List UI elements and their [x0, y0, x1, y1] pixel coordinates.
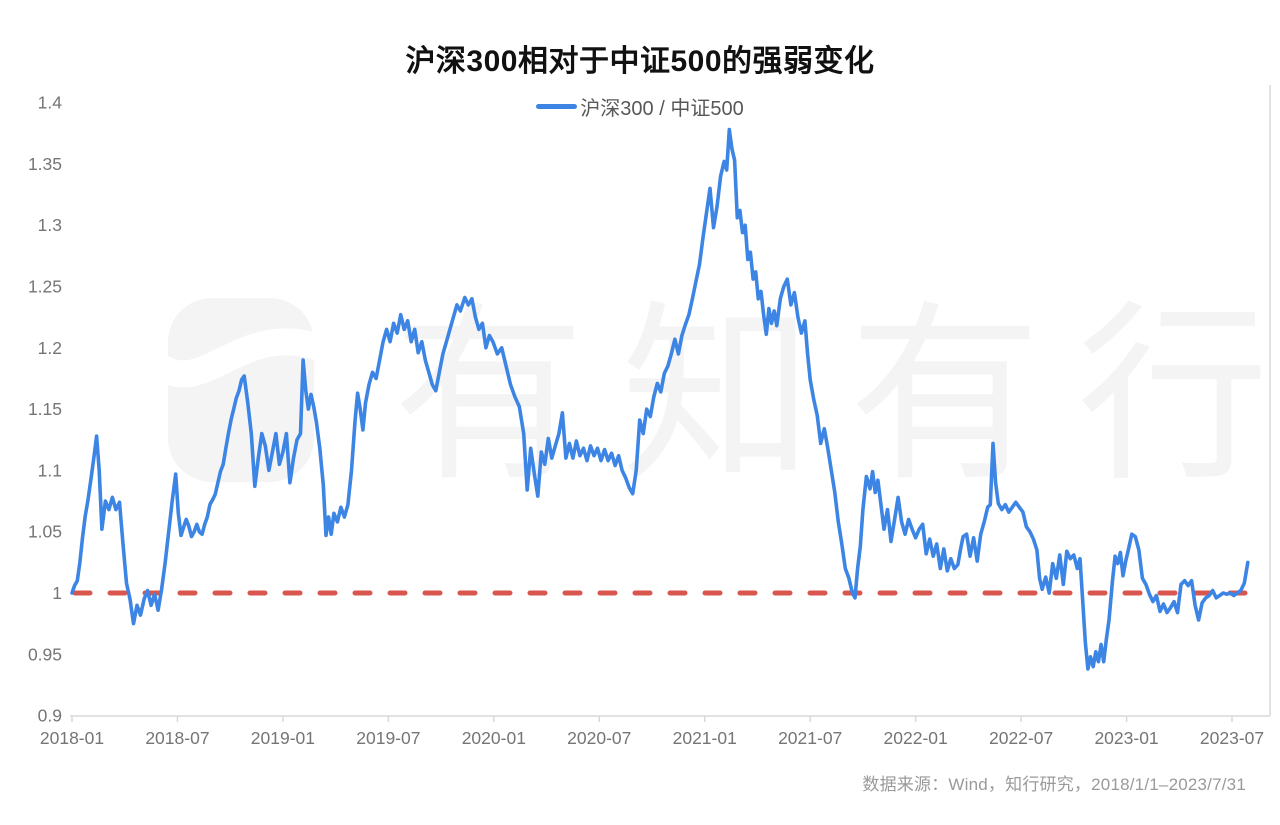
- x-tick-label: 2018-07: [145, 728, 209, 748]
- x-tick-label: 2023-01: [1094, 728, 1158, 748]
- x-tick-label: 2020-01: [462, 728, 526, 748]
- y-tick-label: 1: [52, 583, 62, 603]
- y-tick-label: 1.35: [28, 154, 62, 174]
- y-tick-label: 1.3: [38, 215, 62, 235]
- series-line-hs300-over-zz500: [70, 127, 1250, 671]
- x-tick-label: 2020-07: [567, 728, 631, 748]
- x-tick-label: 2022-07: [989, 728, 1053, 748]
- y-tick-label: 1.2: [38, 338, 62, 358]
- y-tick-label: 0.95: [28, 644, 62, 664]
- x-tick-label: 2023-07: [1200, 728, 1264, 748]
- y-tick-label: 0.9: [38, 706, 62, 726]
- source-note: 数据来源：Wind，知行研究，2018/1/1–2023/7/31: [862, 775, 1246, 794]
- y-tick-label: 1.05: [28, 522, 62, 542]
- legend-label: 沪深300 / 中证500: [580, 98, 744, 120]
- y-tick-label: 1.1: [38, 460, 62, 480]
- legend-line-swatch-icon: [536, 104, 578, 109]
- x-tick-label: 2019-01: [251, 728, 315, 748]
- y-tick-label: 1.4: [38, 93, 63, 113]
- x-tick-label: 2019-07: [356, 728, 420, 748]
- x-tick-label: 2018-01: [40, 728, 104, 748]
- legend: 沪深300 / 中证500: [0, 92, 1280, 121]
- x-tick-label: 2021-01: [673, 728, 737, 748]
- x-tick-label: 2021-07: [778, 728, 842, 748]
- y-tick-label: 1.15: [28, 399, 62, 419]
- x-tick-label: 2022-01: [884, 728, 948, 748]
- y-tick-label: 1.25: [28, 277, 62, 297]
- chart-title: 沪深300相对于中证500的强弱变化: [405, 45, 875, 78]
